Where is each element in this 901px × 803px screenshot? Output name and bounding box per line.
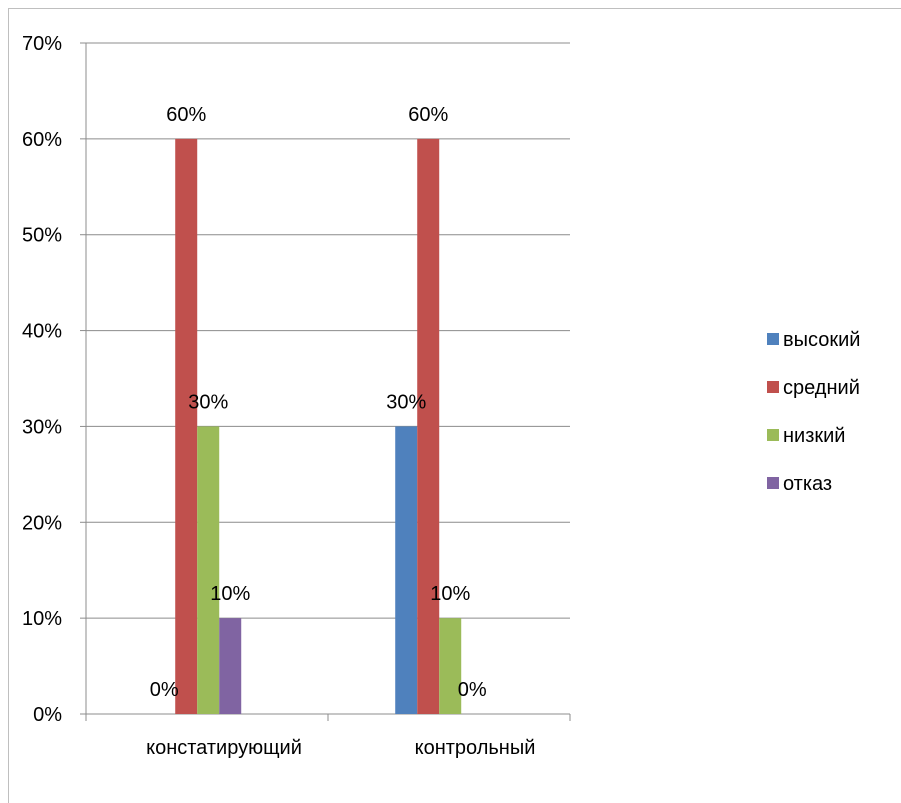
data-label: 10% [210,583,250,605]
legend-label: высокий [783,329,860,351]
bar [417,138,440,714]
legend-swatch [767,429,779,441]
bar [219,618,242,714]
legend-swatch [767,333,779,345]
y-tick-label: 30% [22,416,62,438]
x-axis-labels: констатирующий контрольный [146,737,535,759]
y-tick-label: 70% [22,33,62,55]
category-label: контрольный [415,737,536,759]
category-label: констатирующий [146,737,302,759]
y-tick-label: 0% [33,704,62,726]
data-labels: 0% 60% 30% 10% 30% 60% 10% 0% [150,104,487,701]
data-label: 60% [166,104,206,126]
data-label: 10% [430,583,470,605]
data-label: 0% [458,679,487,701]
y-tick-label: 10% [22,608,62,630]
y-tick-label: 50% [22,225,62,247]
legend: высокий средний низкий отказ [767,329,860,495]
legend-label: средний [783,377,860,399]
data-label: 30% [386,391,426,413]
y-tick-label: 20% [22,512,62,534]
legend-label: низкий [783,425,845,447]
legend-swatch [767,381,779,393]
bar [439,618,462,714]
bar [197,426,220,714]
y-tick-label: 60% [22,129,62,151]
data-label: 60% [408,104,448,126]
bar [395,426,418,714]
legend-label: отказ [783,473,832,495]
data-label: 30% [188,391,228,413]
gridlines [80,42,571,721]
bar [175,138,198,714]
legend-swatch [767,477,779,489]
y-axis-ticks: 0% 10% 20% 30% 40% 50% 60% 70% [22,33,62,726]
data-label: 0% [150,679,179,701]
bars [175,138,462,714]
y-tick-label: 40% [22,321,62,343]
